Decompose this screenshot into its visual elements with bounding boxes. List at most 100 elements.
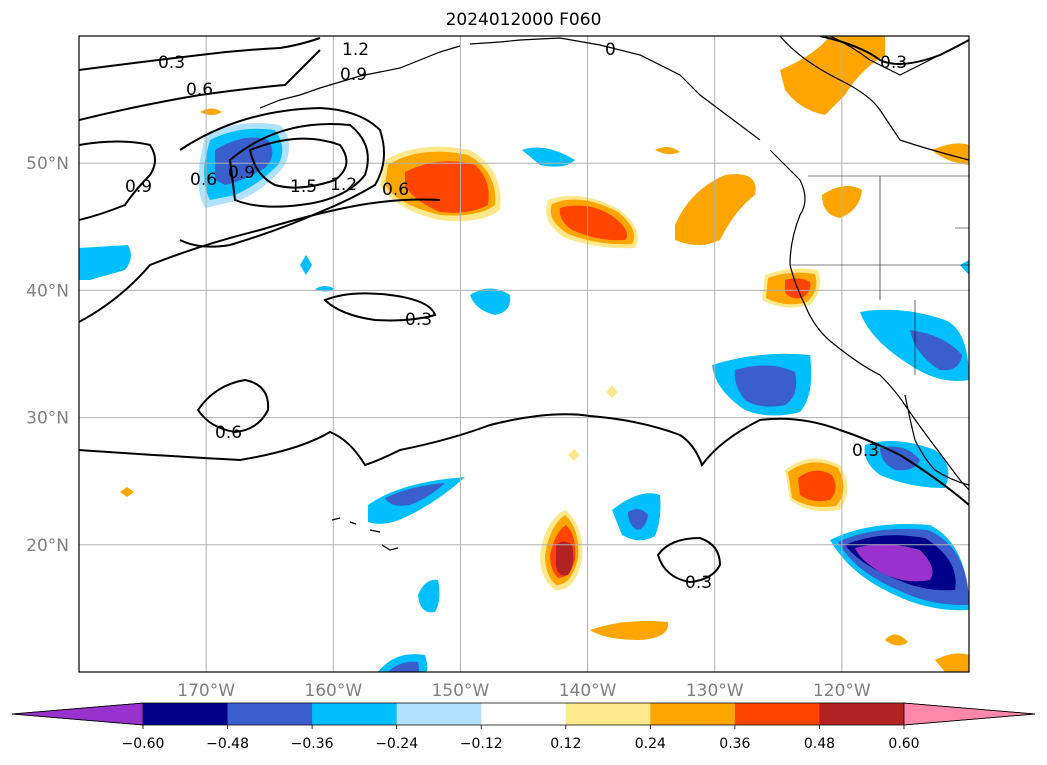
contour-label-0.3-top: 0.3 (158, 53, 185, 73)
colorbar-extend-max (903, 702, 1036, 726)
longitude-labels: 170°W 160°W 150°W 140°W 130°W 120°W (177, 681, 871, 701)
shading-tiny-5 (935, 653, 969, 672)
map-frame (78, 35, 970, 673)
contour-label-1.5: 1.5 (290, 177, 317, 197)
colorbar-tick-label: −0.36 (291, 736, 334, 752)
state-lines (790, 176, 969, 375)
lat-label: 30°N (26, 409, 69, 429)
lon-label: 130°W (686, 681, 744, 701)
lat-label: 20°N (26, 536, 69, 556)
contour-1.5 (248, 137, 348, 189)
shading-tiny-9 (120, 487, 134, 497)
lon-label: 140°W (559, 681, 617, 701)
shading-140w-inner (559, 205, 628, 241)
contour-label-0.6-mid: 0.6 (215, 423, 242, 443)
contour-label-0.9-top: 0.9 (340, 65, 367, 85)
shading-tiny-11 (568, 449, 580, 461)
shading-153w-inner (385, 483, 445, 506)
contour-label-0.6-150w: 0.6 (382, 180, 409, 200)
shading-nw-inner (215, 137, 273, 185)
colorbar-segment (565, 703, 651, 725)
lon-label: 170°W (177, 681, 235, 701)
contour-labels: 0.3 0.6 0.9 1.2 0.9 0.6 0.9 1.5 1.2 0.6 … (125, 40, 907, 593)
contour-label-0.3-south: 0.3 (685, 573, 712, 593)
shading-122w-inner (798, 470, 836, 502)
colorbar-segment (227, 703, 313, 725)
shading-tiny-2 (655, 146, 680, 155)
shading-145w-small (522, 147, 575, 167)
colorbar-segment (481, 703, 567, 725)
anomaly-shading (79, 36, 969, 672)
colorbar-segment (734, 703, 820, 725)
shading-147w-small (470, 288, 511, 315)
shading-155w-bottom-inner (388, 661, 419, 672)
colorbar-segment (650, 703, 736, 725)
shading-tiny-4 (932, 143, 969, 165)
contour-label-0.3-ne: 0.3 (880, 53, 907, 73)
colorbar-tick-label: 0.24 (635, 736, 666, 752)
shading-130w (675, 174, 756, 245)
colorbar-tick-label: −0.48 (206, 736, 249, 752)
contour-0.9-ring (179, 106, 385, 248)
contour-0.6-mid (196, 378, 270, 434)
colorbar: −0.60 −0.48 −0.36 −0.24 −0.12 0.12 0.24 0.36 0.4… (11, 702, 1036, 752)
contour-0.3-mid (323, 292, 437, 322)
us-state-borders (790, 175, 969, 375)
colorbar-tick-label: 0.60 (888, 736, 919, 752)
latitude-labels: 50°N 40°N 30°N 20°N (26, 154, 69, 556)
colorbar-tick-label: −0.24 (375, 736, 418, 752)
shading-w-small (79, 245, 131, 280)
contour-label-0.6-top: 0.6 (186, 80, 213, 100)
contour-label-0.3-east: 0.3 (852, 441, 879, 461)
shading-133w-bottom (590, 621, 669, 640)
contour-label-0.9-nw: 0.9 (228, 163, 255, 183)
map-area: 0.3 0.6 0.9 1.2 0.9 0.6 0.9 1.5 1.2 0.6 … (79, 36, 969, 672)
alaska-peninsula (469, 37, 761, 141)
contour-label-0.3-mid: 0.3 (405, 310, 432, 330)
north-america-coastline (769, 36, 969, 491)
shading-tiny-12 (960, 260, 969, 275)
lat-label: 40°N (26, 281, 69, 301)
hawaii-islands (331, 517, 399, 551)
contour-0.3-south (656, 536, 722, 584)
contour-0.9-left (79, 140, 156, 221)
colorbar-extend-min (11, 702, 144, 726)
colorbar-tick-label: −0.12 (460, 736, 503, 752)
contour-label-0-top: 0 (605, 40, 616, 60)
colorbar-segment (396, 703, 482, 725)
shading-tiny-6 (885, 634, 908, 646)
lon-label: 160°W (304, 681, 362, 701)
shading-baja-inner (880, 446, 920, 471)
contour-1.2 (228, 123, 369, 208)
contour-0.3-long (79, 413, 969, 506)
shading-tiny-1 (200, 108, 222, 115)
colorbar-segment (143, 703, 229, 725)
shading-152w (418, 579, 440, 613)
colorbar-tick-label: −0.60 (122, 736, 165, 752)
shading-se-core (855, 544, 933, 582)
lat-label: 50°N (26, 154, 69, 174)
map-title: 2024012000 F060 (445, 10, 602, 30)
shading-136w-inner (628, 509, 648, 530)
aleutian-islands (259, 45, 461, 109)
contour-label-1.2-top: 1.2 (342, 40, 369, 60)
contour-label-1.2: 1.2 (330, 175, 357, 195)
colorbar-segment (312, 703, 398, 725)
contour-label-0.9-left: 0.9 (125, 177, 152, 197)
shading-tiny-10 (606, 385, 618, 398)
contour-0.6-long (79, 198, 441, 323)
shading-140w-s-core (556, 541, 574, 576)
contour-label-0.6-nw: 0.6 (190, 170, 217, 190)
contour-0.3-top (79, 37, 321, 71)
coastlines (259, 36, 969, 551)
lon-label: 150°W (432, 681, 490, 701)
contour-0.6-top (79, 49, 321, 121)
colorbar-segment (819, 703, 905, 725)
colorbar-tick-label: 0.12 (550, 736, 581, 752)
colorbar-tick-label: 0.48 (804, 736, 835, 752)
contour-0.3-east (819, 36, 969, 65)
shading-swus-inner (910, 330, 962, 371)
contour-lines (79, 36, 969, 584)
shading-tiny-7 (300, 255, 312, 275)
shading-130w-neg-inner (734, 365, 797, 407)
